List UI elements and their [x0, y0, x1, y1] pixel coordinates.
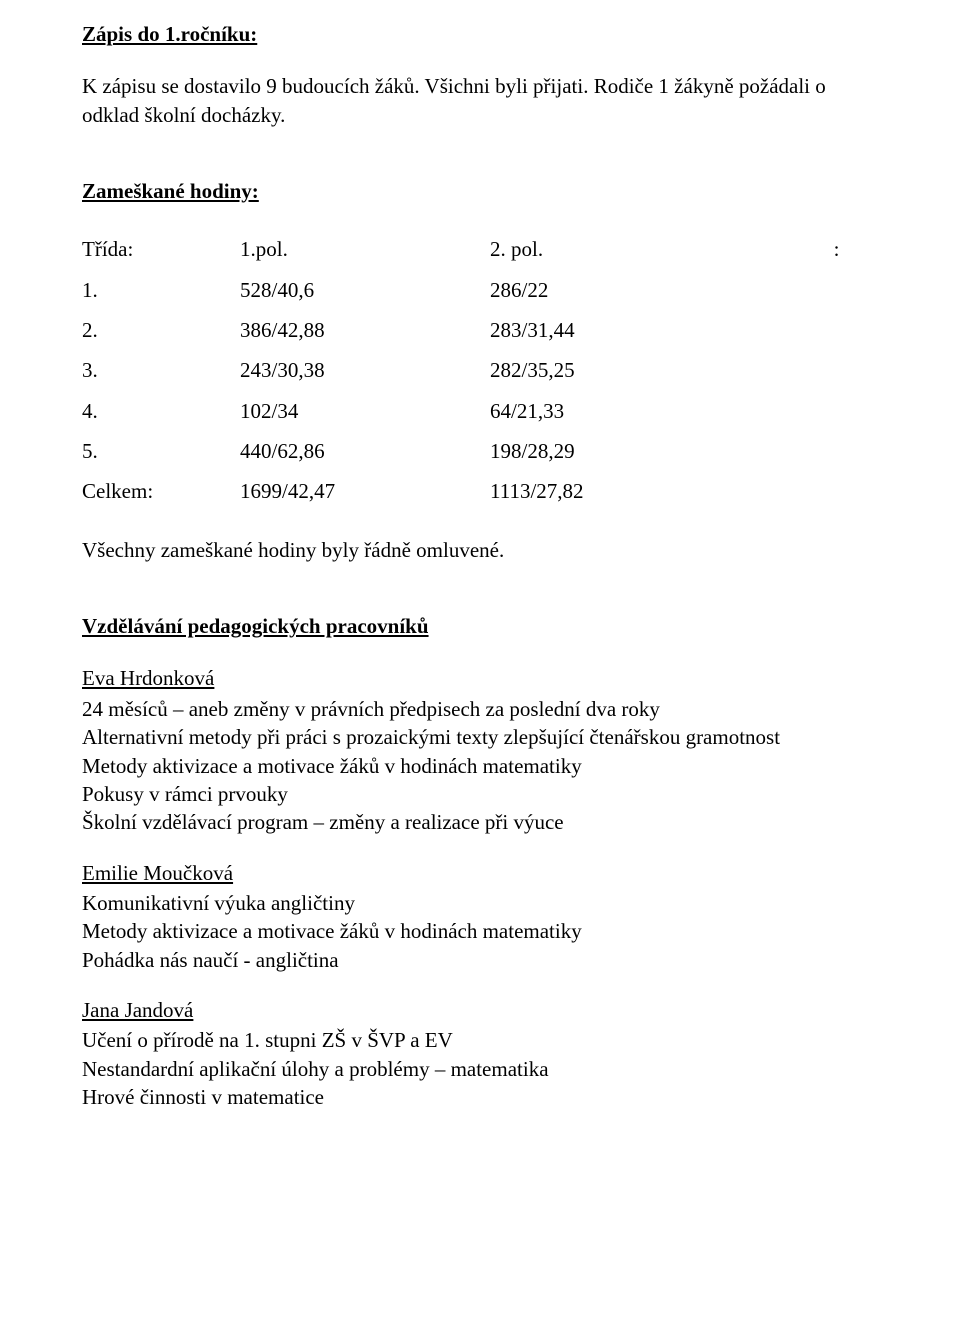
- hdr-col3-a: 2. pol.: [490, 237, 543, 261]
- list-item: 24 měsíců – aneb změny v právních předpi…: [82, 695, 878, 723]
- table-row: 2. 386/42,88 283/31,44: [82, 310, 839, 350]
- cell: 283/31,44: [490, 310, 839, 350]
- list-item: Školní vzdělávací program – změny a real…: [82, 808, 878, 836]
- section2-note: Všechny zameškané hodiny byly řádně omlu…: [82, 536, 878, 564]
- hdr-col3: 2. pol. :: [490, 229, 839, 269]
- cell: 1.: [82, 270, 240, 310]
- list-item: Komunikativní výuka angličtiny: [82, 889, 878, 917]
- list-item: Metody aktivizace a motivace žáků v hodi…: [82, 917, 878, 945]
- cell: 102/34: [240, 391, 490, 431]
- table-row: 1. 528/40,6 286/22: [82, 270, 839, 310]
- hdr-col3-b: :: [834, 237, 840, 261]
- cell: 3.: [82, 350, 240, 390]
- cell: 2.: [82, 310, 240, 350]
- section1-text: K zápisu se dostavilo 9 budoucích žáků. …: [82, 72, 878, 129]
- list-item: Metody aktivizace a motivace žáků v hodi…: [82, 752, 878, 780]
- cell: Celkem:: [82, 471, 240, 511]
- cell: 5.: [82, 431, 240, 471]
- cell: 64/21,33: [490, 391, 839, 431]
- section1-title: Zápis do 1.ročníku:: [82, 20, 878, 48]
- cell: 440/62,86: [240, 431, 490, 471]
- list-item: Pokusy v rámci prvouky: [82, 780, 878, 808]
- table-row-total: Celkem: 1699/42,47 1113/27,82: [82, 471, 839, 511]
- person-name: Emilie Moučková: [82, 859, 878, 887]
- cell: 243/30,38: [240, 350, 490, 390]
- table-header-row: Třída: 1.pol. 2. pol. :: [82, 229, 839, 269]
- hdr-col1: Třída:: [82, 229, 240, 269]
- cell: 198/28,29: [490, 431, 839, 471]
- cell: 1699/42,47: [240, 471, 490, 511]
- list-item: Alternativní metody při práci s prozaick…: [82, 723, 878, 751]
- person-name: Jana Jandová: [82, 996, 878, 1024]
- cell: 282/35,25: [490, 350, 839, 390]
- cell: 528/40,6: [240, 270, 490, 310]
- section2-title: Zameškané hodiny:: [82, 177, 878, 205]
- person-lines: Učení o přírodě na 1. stupni ZŠ v ŠVP a …: [82, 1026, 878, 1111]
- hdr-col2: 1.pol.: [240, 229, 490, 269]
- person-lines: Komunikativní výuka angličtiny Metody ak…: [82, 889, 878, 974]
- cell: 286/22: [490, 270, 839, 310]
- list-item: Hrové činnosti v matematice: [82, 1083, 878, 1111]
- section3-title: Vzdělávání pedagogických pracovníků: [82, 612, 878, 640]
- table-row: 5. 440/62,86 198/28,29: [82, 431, 839, 471]
- list-item: Pohádka nás naučí - angličtina: [82, 946, 878, 974]
- table-row: 4. 102/34 64/21,33: [82, 391, 839, 431]
- person-lines: 24 měsíců – aneb změny v právních předpi…: [82, 695, 878, 837]
- table-row: 3. 243/30,38 282/35,25: [82, 350, 839, 390]
- cell: 386/42,88: [240, 310, 490, 350]
- person-name: Eva Hrdonková: [82, 664, 878, 692]
- cell: 4.: [82, 391, 240, 431]
- list-item: Nestandardní aplikační úlohy a problémy …: [82, 1055, 878, 1083]
- cell: 1113/27,82: [490, 471, 839, 511]
- absence-table: Třída: 1.pol. 2. pol. : 1. 528/40,6 286/…: [82, 229, 839, 511]
- list-item: Učení o přírodě na 1. stupni ZŠ v ŠVP a …: [82, 1026, 878, 1054]
